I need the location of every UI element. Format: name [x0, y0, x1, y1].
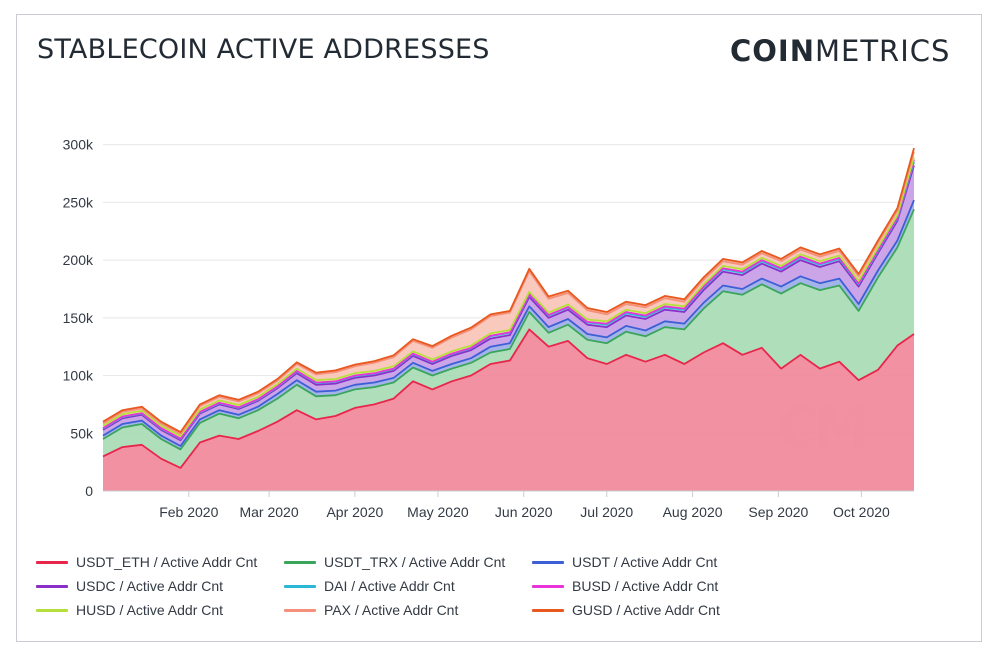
y-axis: 0 50k 100k 150k 200k 250k 300k	[63, 137, 94, 499]
x-axis: Feb 2020 Mar 2020 Apr 2020 May 2020 Jun 2020…	[103, 490, 914, 520]
legend-label: PAX / Active Addr Cnt	[324, 602, 459, 618]
area-series-2	[103, 200, 914, 450]
y-tick-label: 300k	[63, 137, 94, 153]
legend-label: GUSD / Active Addr Cnt	[572, 602, 720, 618]
line-series-0	[102, 328, 915, 469]
brand-logo: COINMETRICS	[730, 34, 950, 68]
chart-title: STABLECOIN ACTIVE ADDRESSES	[37, 34, 490, 65]
line-series-8	[102, 147, 915, 433]
series-areas	[103, 148, 914, 491]
legend-swatch	[532, 608, 564, 612]
line-series-2	[102, 199, 915, 447]
legend-label: USDC / Active Addr Cnt	[76, 578, 224, 594]
legend-label: USDT_ETH / Active Addr Cnt	[76, 554, 258, 570]
y-tick-label: 250k	[63, 194, 94, 210]
legend-swatch	[284, 560, 316, 564]
legend-item[interactable]: USDT_TRX / Active Addr Cnt	[284, 552, 505, 572]
legend-swatch	[284, 584, 316, 588]
legend-label: USDT_TRX / Active Addr Cnt	[324, 554, 506, 570]
y-tick-label: 150k	[63, 310, 94, 326]
x-tick-label: Oct 2020	[833, 504, 890, 520]
legend-label: BUSD / Active Addr Cnt	[572, 578, 719, 594]
line-series-5	[102, 159, 915, 440]
x-tick-label: Jun 2020	[495, 504, 553, 520]
x-tick-label: Sep 2020	[748, 504, 808, 520]
brand-logo-light: METRICS	[815, 34, 951, 68]
y-tick-label: 100k	[63, 368, 94, 384]
legend-label: USDT / Active Addr Cnt	[572, 554, 718, 570]
x-tick-label: Apr 2020	[326, 504, 383, 520]
legend-item[interactable]: USDC / Active Addr Cnt	[36, 576, 223, 596]
legend-swatch	[36, 560, 68, 564]
legend-item[interactable]: USDT / Active Addr Cnt	[532, 552, 717, 572]
legend-label: HUSD / Active Addr Cnt	[76, 602, 224, 618]
legend-item[interactable]: BUSD / Active Addr Cnt	[532, 576, 718, 596]
x-tick-label: Aug 2020	[663, 504, 723, 520]
legend-item[interactable]: GUSD / Active Addr Cnt	[532, 600, 720, 620]
y-tick-label: 0	[85, 483, 93, 499]
legend-swatch	[36, 584, 68, 588]
legend-swatch	[532, 584, 564, 588]
legend-item[interactable]: PAX / Active Addr Cnt	[284, 600, 458, 620]
y-tick-label: 50k	[70, 425, 94, 441]
area-series-1	[103, 209, 914, 468]
legend-item[interactable]: DAI / Active Addr Cnt	[284, 576, 455, 596]
legend-item[interactable]: USDT_ETH / Active Addr Cnt	[36, 552, 257, 572]
x-tick-label: Jul 2020	[580, 504, 633, 520]
legend-swatch	[284, 608, 316, 612]
line-series-1	[102, 208, 915, 451]
legend-swatch	[532, 560, 564, 564]
x-tick-label: Mar 2020	[239, 504, 298, 520]
line-series-6	[102, 157, 915, 438]
series-lines	[102, 147, 915, 469]
legend-swatch	[36, 608, 68, 612]
line-series-7	[102, 151, 915, 435]
y-tick-label: 200k	[63, 252, 94, 268]
area-series-0	[103, 329, 914, 491]
legend-item[interactable]: HUSD / Active Addr Cnt	[36, 600, 223, 620]
brand-logo-bold: COIN	[730, 34, 815, 68]
x-tick-label: May 2020	[407, 504, 469, 520]
line-series-3	[102, 165, 915, 442]
legend-label: DAI / Active Addr Cnt	[324, 578, 455, 594]
x-tick-label: Feb 2020	[159, 504, 218, 520]
